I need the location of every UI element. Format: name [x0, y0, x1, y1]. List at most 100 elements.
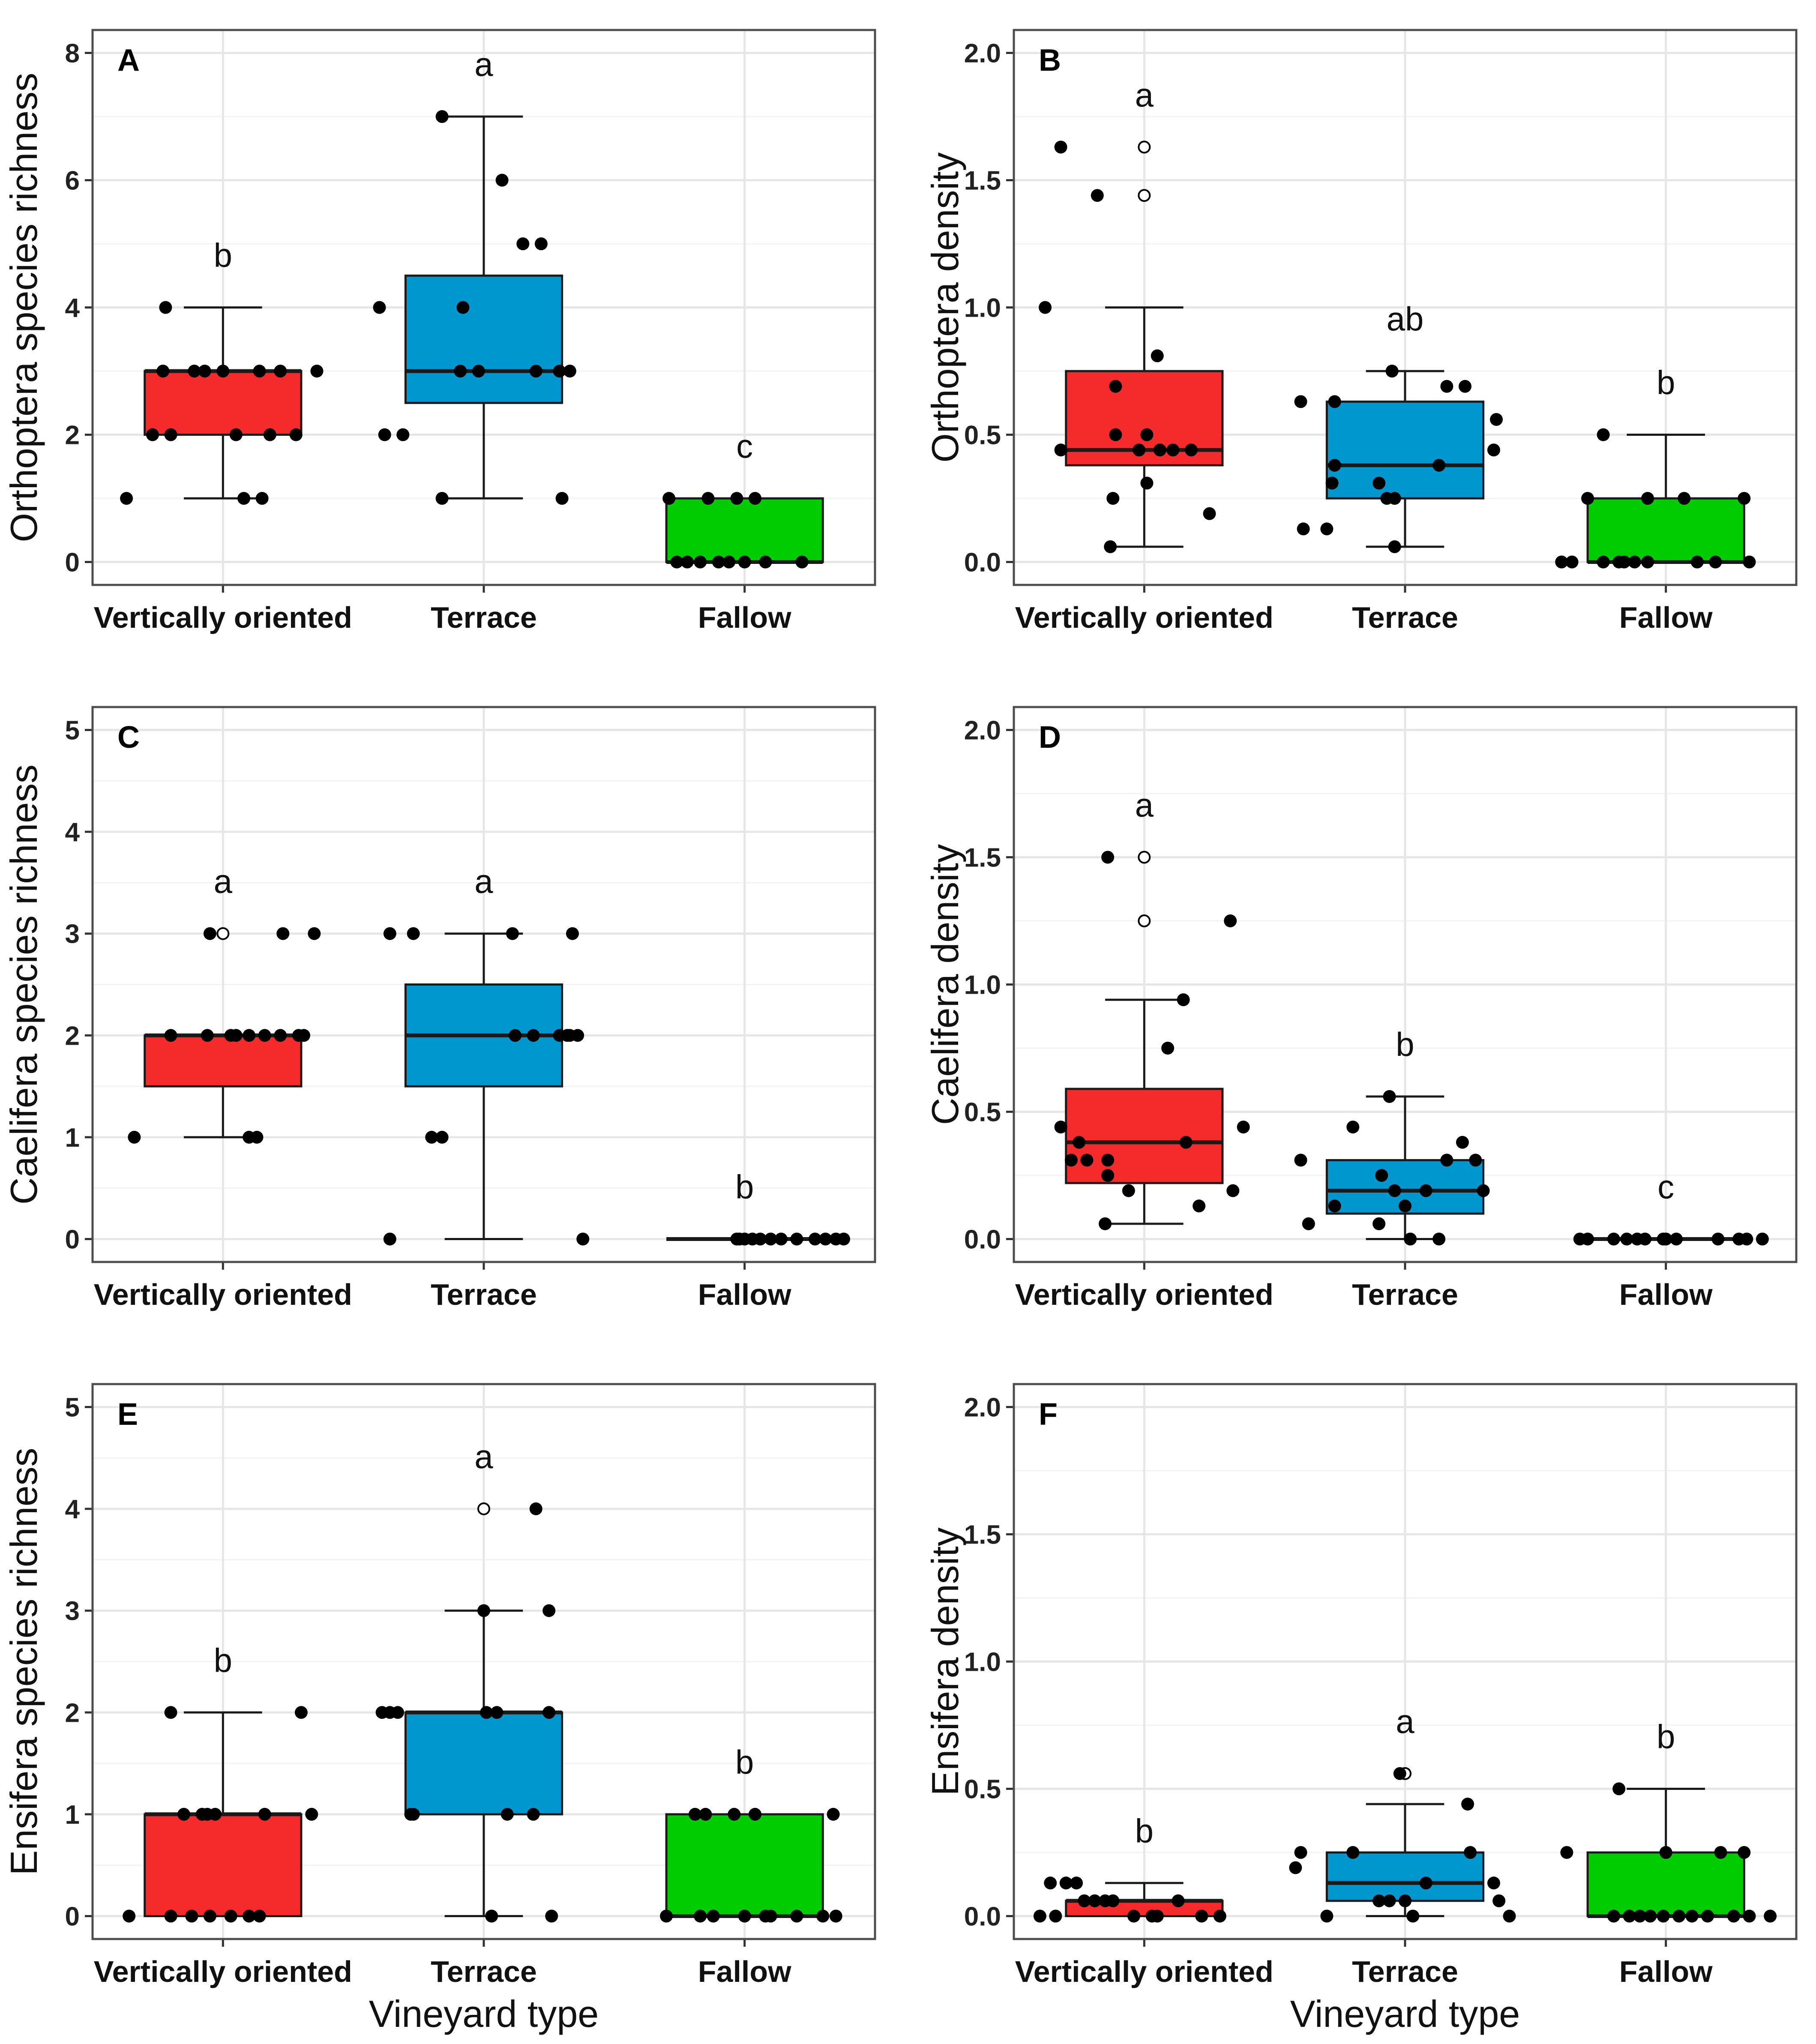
data-point [1670, 1232, 1683, 1246]
data-point [1179, 1136, 1193, 1149]
y-tick-label: 0 [65, 548, 80, 578]
significance-letter: c [1657, 1168, 1674, 1206]
x-category-label: Terrace [431, 1278, 537, 1311]
panel-letter: F [1039, 1397, 1058, 1432]
data-point [694, 1909, 707, 1923]
box-2 [1325, 400, 1485, 500]
panel-letter: D [1039, 720, 1061, 755]
data-point [827, 1807, 840, 1821]
data-point [1388, 1184, 1401, 1197]
data-point [1140, 428, 1154, 441]
data-point [542, 1706, 556, 1719]
data-point [1302, 1217, 1315, 1230]
significance-letter: c [736, 427, 753, 465]
data-point [790, 1909, 803, 1923]
data-point [216, 365, 230, 378]
data-point [177, 1807, 191, 1821]
y-tick-label: 2 [65, 1021, 80, 1051]
data-point [276, 927, 290, 940]
data-point [1612, 1782, 1626, 1795]
data-point [749, 492, 762, 505]
significance-letter: a [1396, 1702, 1414, 1740]
y-tick-label: 3 [65, 920, 80, 949]
data-point [754, 1232, 767, 1246]
data-point [1628, 555, 1641, 569]
data-point [1161, 1042, 1175, 1055]
panel-border [1013, 1383, 1798, 1940]
data-point [1237, 1121, 1250, 1134]
panel-c: 0 1 2 3 4 5 a Vertically oriented a Terrace b Fallo… [3, 706, 876, 1311]
y-tick-label: 2.0 [964, 1393, 1001, 1422]
data-point [1166, 444, 1180, 457]
data-point [790, 1232, 803, 1246]
data-point [1709, 555, 1722, 569]
data-point [263, 428, 276, 441]
data-point [294, 1706, 308, 1719]
data-point [1388, 540, 1401, 553]
significance-letter: b [214, 237, 232, 274]
data-point [660, 1909, 673, 1923]
data-point [500, 1807, 514, 1821]
x-category-label: Vertically oriented [1015, 601, 1274, 634]
data-point [722, 555, 736, 569]
panel-border [91, 29, 876, 586]
box-1 [144, 1813, 303, 1918]
data-point [1738, 492, 1751, 505]
data-point [662, 492, 676, 505]
box-3 [1586, 497, 1745, 563]
data-point [1492, 1894, 1506, 1907]
data-point [1399, 1199, 1411, 1213]
significance-letter: a [214, 863, 233, 900]
data-point [490, 1706, 503, 1719]
y-tick-label: 4 [65, 1495, 80, 1524]
data-point [1140, 477, 1154, 490]
data-point [1597, 428, 1610, 441]
panel-letter: E [117, 1397, 138, 1432]
data-point [305, 1807, 318, 1821]
data-point [1080, 1154, 1094, 1167]
data-point [201, 1029, 214, 1042]
data-point [795, 555, 809, 569]
data-point [258, 1029, 271, 1042]
data-point [1059, 1876, 1073, 1890]
data-point [243, 1909, 256, 1923]
data-point [1743, 555, 1756, 569]
box-2 [404, 274, 563, 404]
data-point [1153, 444, 1166, 457]
data-point [1064, 1154, 1078, 1167]
panel-a: 0 2 4 6 8 b Vertically oriented a Terrace c Fallow… [3, 29, 876, 634]
data-point [159, 301, 172, 314]
data-point [1432, 459, 1446, 472]
data-point [1659, 1232, 1672, 1246]
data-point [1490, 413, 1503, 426]
panel-border [91, 706, 876, 1263]
data-point [764, 1909, 777, 1923]
data-point [1044, 1876, 1057, 1890]
data-point [1109, 428, 1122, 441]
data-point [527, 1807, 540, 1821]
y-axis-label: Orthoptera species richness [3, 73, 45, 542]
data-point [1623, 1909, 1636, 1923]
data-point [764, 1232, 777, 1246]
data-point [1406, 1909, 1420, 1923]
data-point [566, 927, 579, 940]
data-point [456, 301, 470, 314]
data-point [829, 1909, 842, 1923]
outlier-point [477, 1502, 490, 1516]
data-point [1224, 914, 1237, 927]
data-point [1054, 141, 1067, 154]
data-point [224, 1909, 237, 1923]
significance-letter: b [1657, 1718, 1675, 1756]
data-point [1503, 1909, 1516, 1923]
y-axis-label: Ensifera species richness [3, 1448, 45, 1876]
panel-letter: C [117, 720, 140, 755]
data-point [1711, 1232, 1725, 1246]
data-point [1073, 1136, 1086, 1149]
data-point [1184, 444, 1198, 457]
data-point [527, 1029, 540, 1042]
data-point [553, 365, 566, 378]
panel-f: 0.0 0.5 1.0 1.5 2.0 b Vertically oriented a Terr… [924, 1383, 1798, 2035]
data-point [1555, 555, 1568, 569]
data-point [1106, 1894, 1120, 1907]
data-point [1054, 1121, 1067, 1134]
